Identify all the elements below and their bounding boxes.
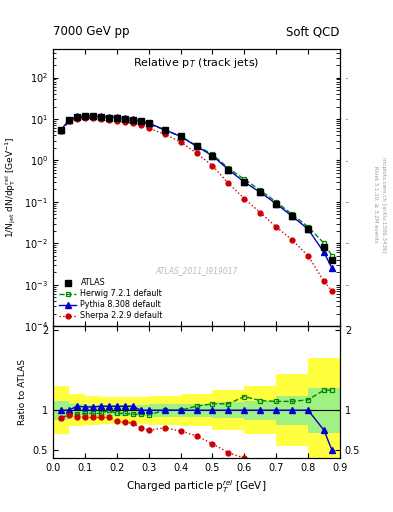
Y-axis label: 1/N$_{\mathrm{jet}}$ dN/dp$_{\mathrm{T}}^{\mathrm{rel}}$ [GeV$^{-1}$]: 1/N$_{\mathrm{jet}}$ dN/dp$_{\mathrm{T}}… — [4, 137, 18, 238]
Text: Soft QCD: Soft QCD — [286, 26, 340, 38]
Text: mcplots.cern.ch [arXiv:1306.3436]: mcplots.cern.ch [arXiv:1306.3436] — [381, 157, 386, 252]
Text: Rivet 3.1.10, ≥ 3.2M events: Rivet 3.1.10, ≥ 3.2M events — [373, 166, 378, 243]
Text: Relative p$_{T}$ (track jets): Relative p$_{T}$ (track jets) — [133, 56, 260, 70]
Text: 7000 GeV pp: 7000 GeV pp — [53, 26, 130, 38]
Text: ATLAS_2011_I919017: ATLAS_2011_I919017 — [155, 266, 238, 275]
X-axis label: Charged particle p$_{T}^{rel}$ [GeV]: Charged particle p$_{T}^{rel}$ [GeV] — [127, 479, 266, 496]
Y-axis label: Ratio to ATLAS: Ratio to ATLAS — [18, 359, 27, 425]
Legend: ATLAS, Herwig 7.2.1 default, Pythia 8.308 default, Sherpa 2.2.9 default: ATLAS, Herwig 7.2.1 default, Pythia 8.30… — [57, 277, 164, 322]
